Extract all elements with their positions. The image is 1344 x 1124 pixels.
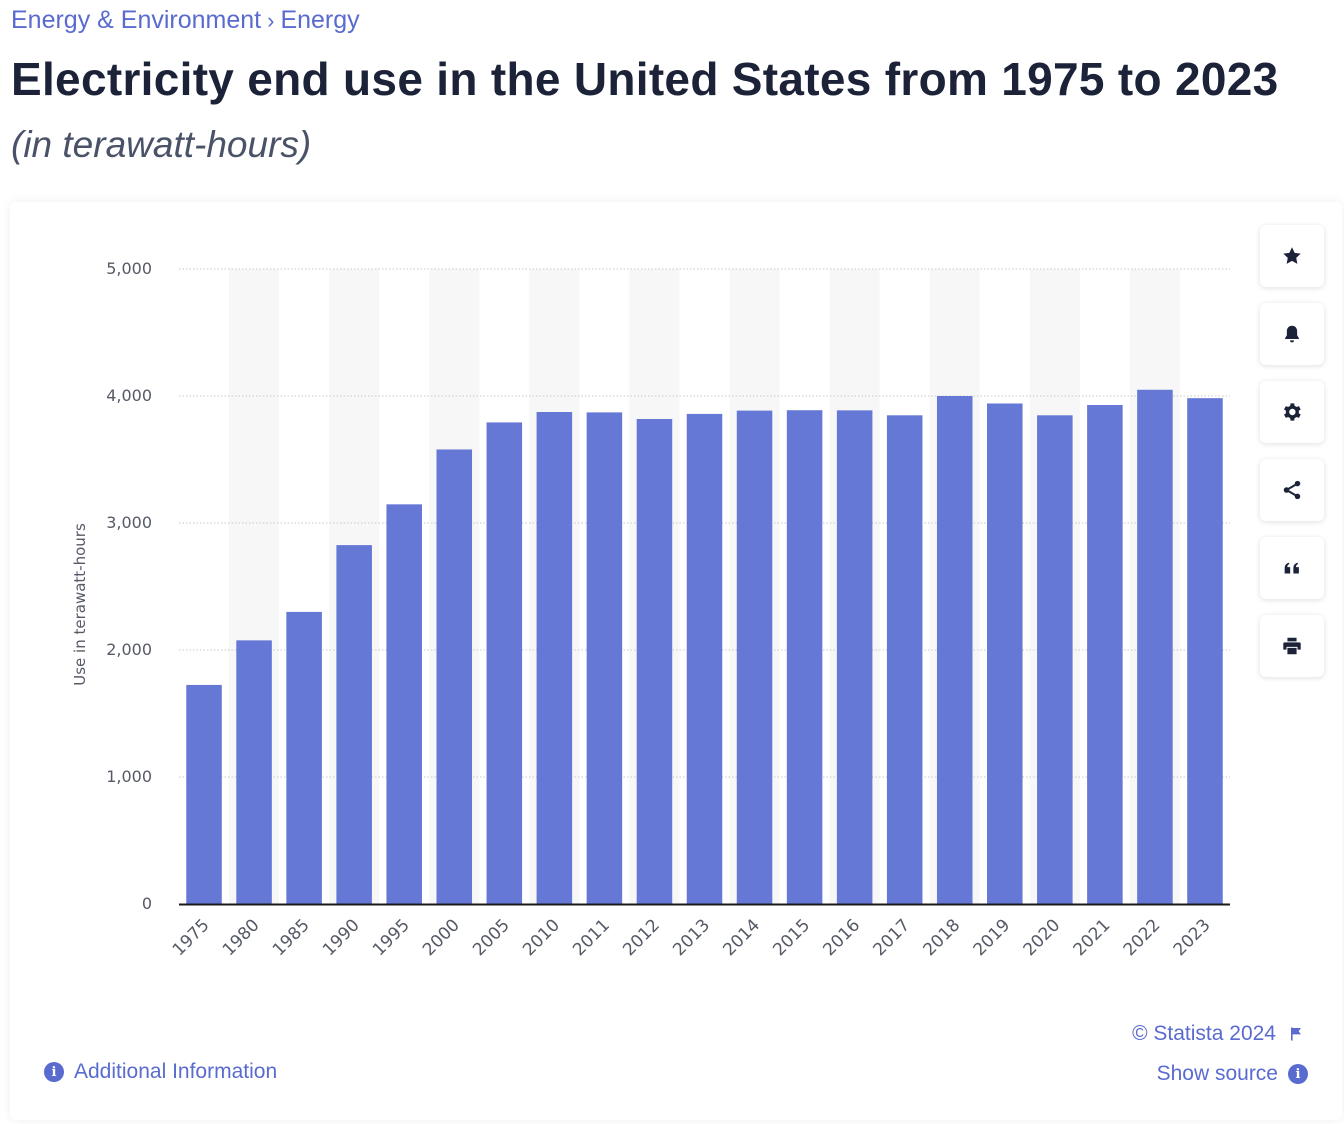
flag-icon — [1291, 1027, 1301, 1041]
x-tick-label: 2012 — [619, 915, 664, 960]
copyright-notice: © Statista 2024 — [1132, 1022, 1304, 1046]
y-tick-label: 1,000 — [106, 767, 152, 786]
x-tick-label: 1990 — [319, 915, 364, 960]
bar — [686, 413, 723, 904]
additional-information-link[interactable]: i Additional Information — [44, 1060, 277, 1084]
bar — [1137, 389, 1173, 905]
x-tick-label: 1975 — [169, 915, 214, 960]
bar — [336, 545, 372, 904]
page-subtitle: (in terawatt-hours) — [11, 124, 312, 165]
page-title: Electricity end use in the United States… — [11, 53, 1279, 105]
info-icon: i — [1288, 1064, 1308, 1084]
x-tick-label: 2020 — [1020, 915, 1065, 960]
x-tick-label: 1985 — [269, 915, 314, 960]
bar — [1037, 415, 1073, 904]
print-button[interactable] — [1260, 615, 1324, 677]
x-tick-label: 1995 — [369, 915, 414, 960]
x-tick-label: 2014 — [719, 915, 764, 960]
y-axis-label: Use in terawatt-hours — [71, 523, 89, 686]
share-icon — [1283, 480, 1301, 500]
settings-button[interactable] — [1260, 381, 1324, 443]
bar — [936, 396, 973, 904]
breadcrumb-link-energy-environment[interactable]: Energy & Environment — [11, 6, 262, 34]
bar — [886, 415, 923, 904]
y-tick-label: 2,000 — [106, 640, 152, 659]
y-tick-label: 0 — [142, 894, 152, 913]
x-tick-label: 2000 — [419, 915, 464, 960]
x-tick-label: 2011 — [569, 915, 614, 960]
x-tick-label: 2005 — [469, 915, 514, 960]
bar — [536, 412, 573, 904]
y-tick-label: 4,000 — [106, 386, 152, 405]
show-source-link[interactable]: Show source i — [1157, 1062, 1308, 1086]
breadcrumb: Energy & Environment › Energy — [11, 6, 360, 35]
quote-icon — [1284, 562, 1299, 574]
additional-information-label: Additional Information — [74, 1060, 278, 1083]
show-source-label: Show source — [1156, 1062, 1278, 1085]
x-tick-label: 2019 — [970, 915, 1015, 960]
x-tick-label: 2016 — [819, 915, 864, 960]
x-tick-label: 2022 — [1120, 915, 1165, 960]
info-icon: i — [44, 1062, 64, 1082]
bar — [486, 422, 523, 904]
breadcrumb-separator: › — [267, 8, 275, 33]
bar — [836, 410, 873, 904]
y-tick-label: 5,000 — [106, 259, 152, 278]
x-tick-label: 2015 — [769, 915, 814, 960]
notification-button[interactable] — [1260, 303, 1324, 365]
star-icon — [1283, 247, 1301, 264]
bar — [736, 410, 773, 904]
bell-icon — [1285, 325, 1299, 343]
cite-button[interactable] — [1260, 537, 1324, 599]
x-tick-label: 2013 — [669, 915, 714, 960]
bar — [987, 403, 1023, 904]
y-tick-label: 3,000 — [106, 513, 152, 532]
x-tick-label: 2023 — [1170, 915, 1215, 960]
bar — [786, 410, 823, 904]
copyright-label: © Statista 2024 — [1132, 1022, 1276, 1045]
bar — [286, 611, 322, 904]
gear-icon — [1284, 403, 1301, 421]
printer-icon — [1283, 637, 1301, 655]
x-tick-label: 2010 — [519, 915, 564, 960]
x-tick-label: 1980 — [219, 915, 264, 960]
bar — [636, 418, 673, 904]
bar — [586, 412, 623, 904]
bar — [236, 640, 272, 904]
share-button[interactable] — [1260, 459, 1324, 521]
favorite-button[interactable] — [1260, 225, 1324, 287]
x-tick-label: 2017 — [869, 915, 914, 960]
bar — [186, 684, 222, 904]
x-tick-label: 2018 — [920, 915, 965, 960]
bar — [1087, 405, 1123, 904]
breadcrumb-link-energy[interactable]: Energy — [280, 6, 360, 34]
bar — [386, 504, 422, 904]
bar — [436, 449, 473, 904]
bar — [1187, 398, 1223, 904]
x-tick-label: 2021 — [1070, 915, 1115, 960]
